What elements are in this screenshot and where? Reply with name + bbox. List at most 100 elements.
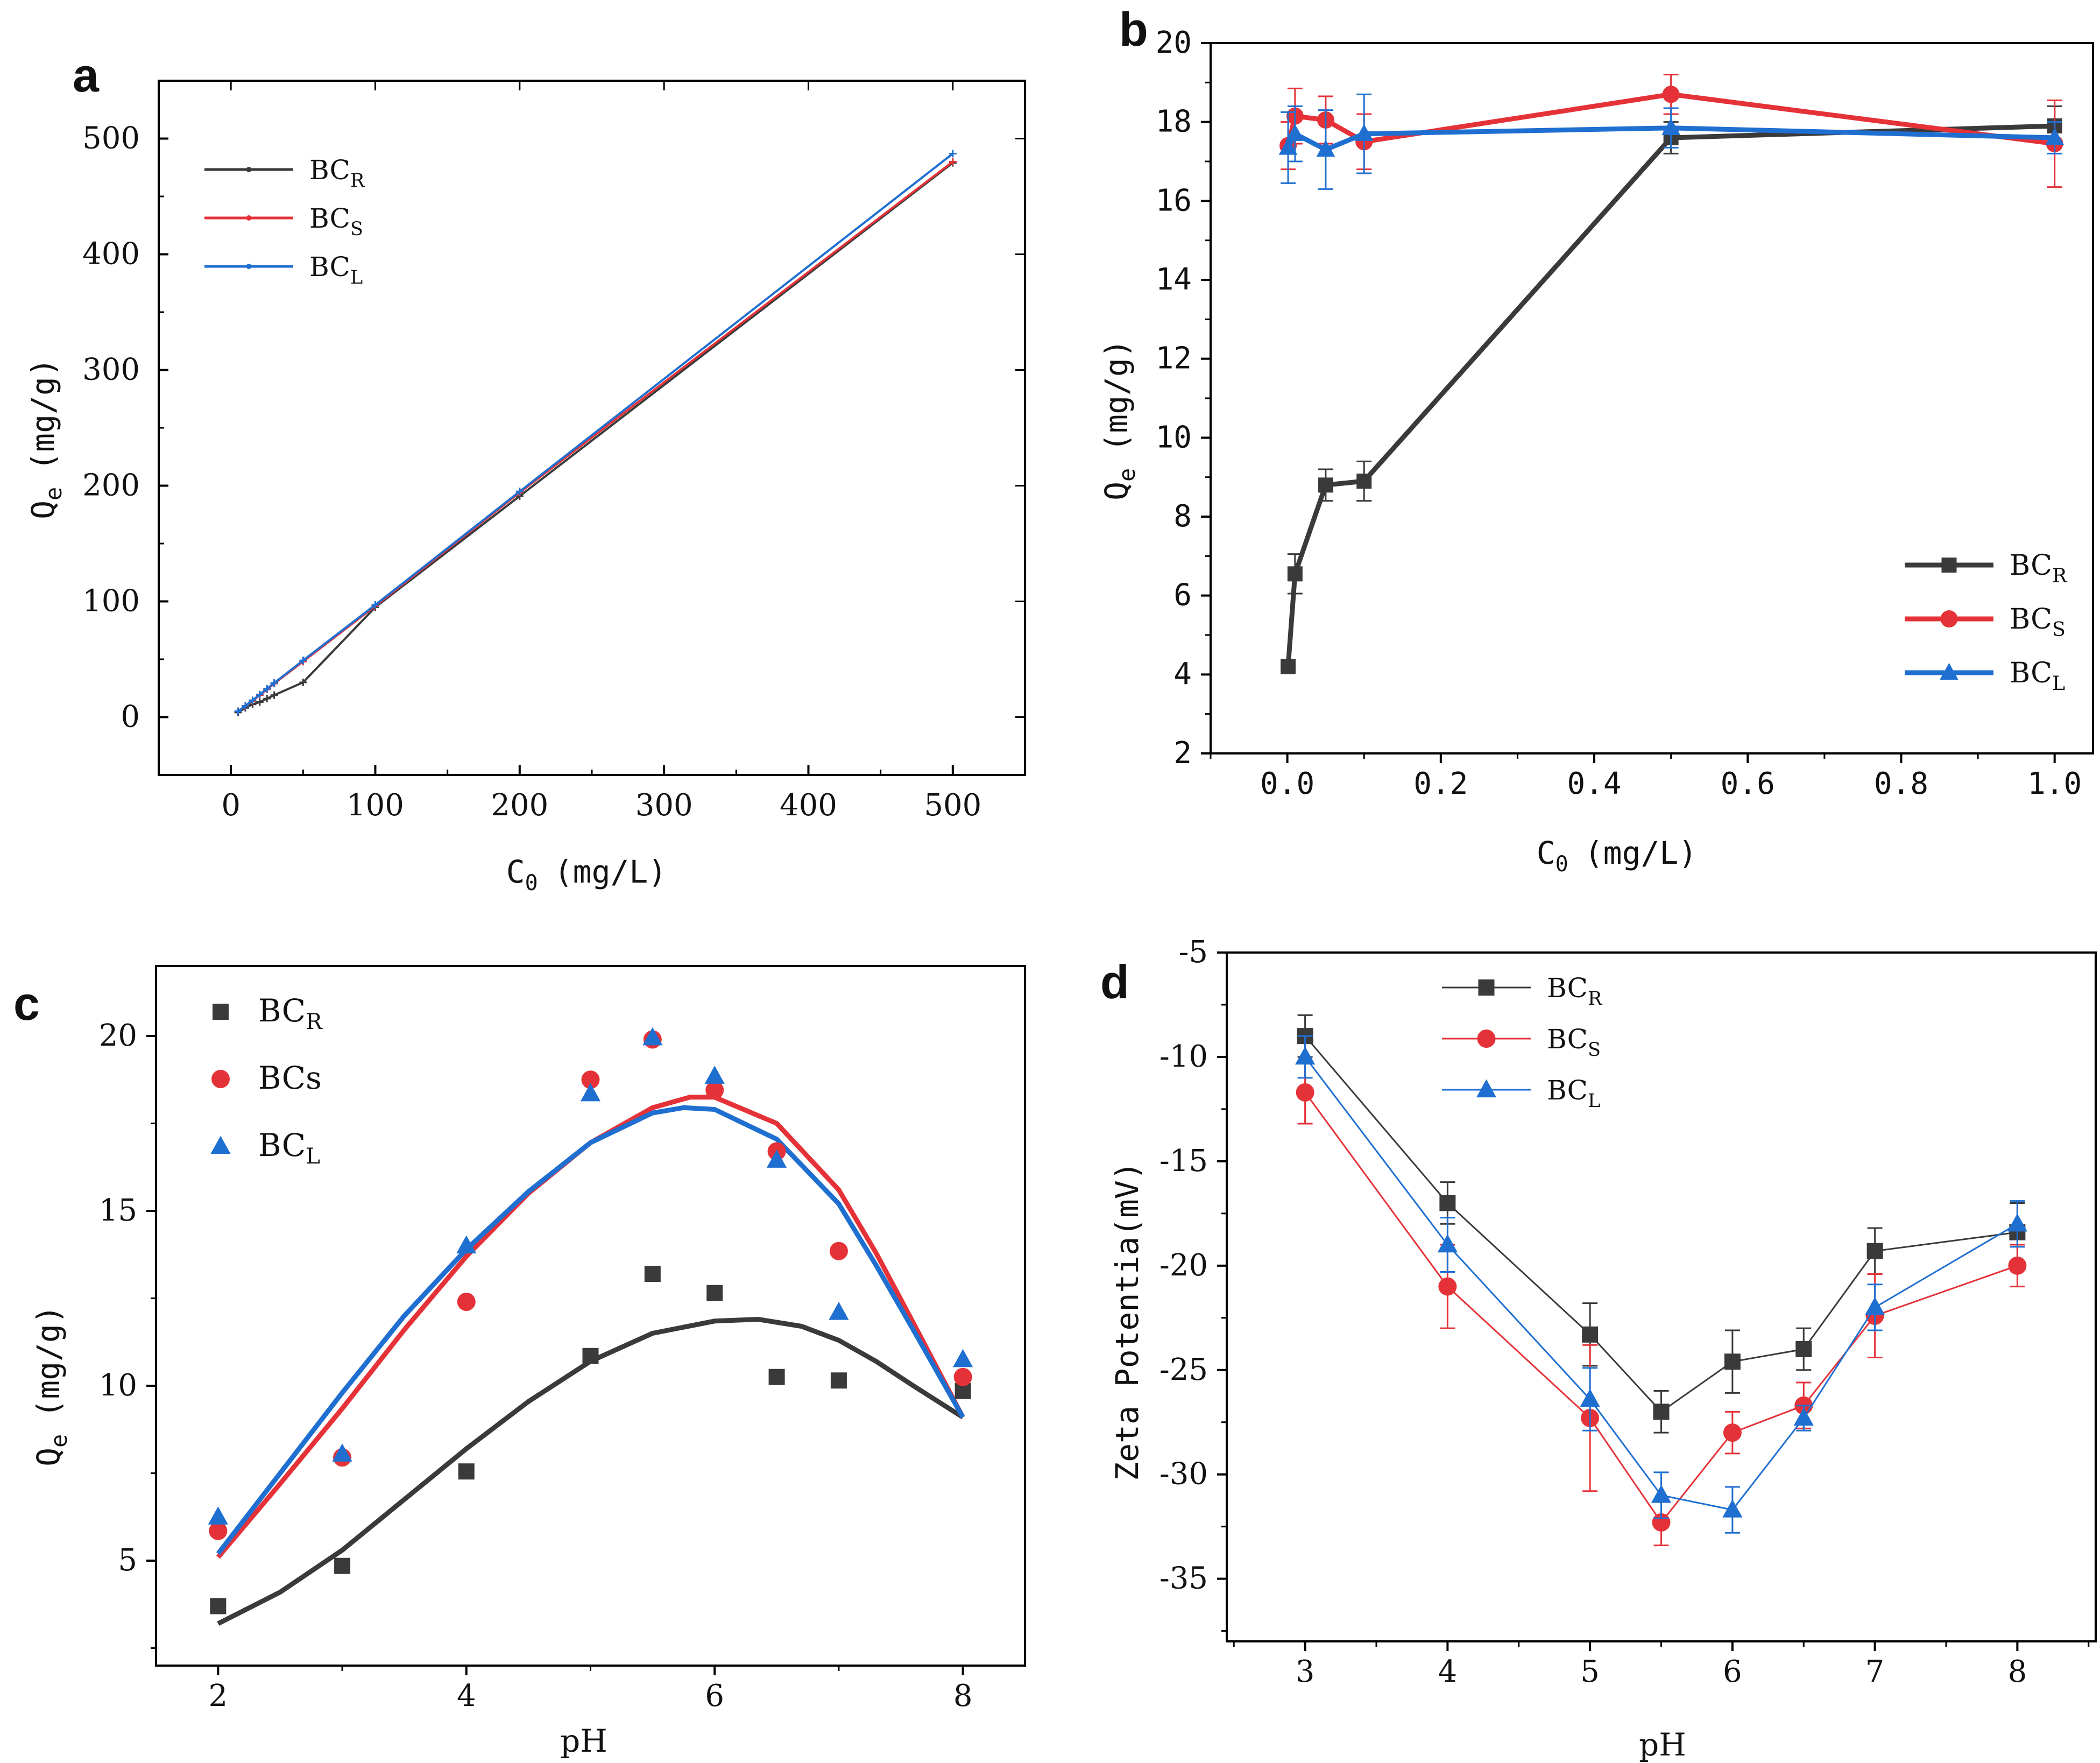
panel-d-point-L [1722,1499,1743,1518]
panel-d-xtick-label: 6 [1723,1654,1742,1689]
panel-c-ylabel: Qe (mg/g) [30,1305,72,1466]
panel-d-point-R [1795,1341,1812,1357]
panel-d-xlabel: pH [1639,1726,1686,1763]
panel-a-legend-sub: S [350,218,363,240]
panel-a-ylabel-sub: e [40,487,67,500]
panel-b-ytick-label: 12 [1156,341,1192,376]
panel-c-ylabel-sub: e [46,1434,72,1448]
panel-a-legend-base: BC [309,203,350,234]
panel-c-point-R [582,1348,599,1364]
panel-b-xlabel-main: C [1537,835,1555,871]
panel-c-point-R [458,1463,475,1480]
panel-d-ytick-label: -5 [1178,935,1208,970]
panel-a-ylabel: Qe (mg/g) [25,358,67,519]
panel-a-ylabel-main: Q [25,500,61,519]
panel-a-legend-label: BCL [309,251,363,288]
panel-c-fit-curve-R [217,1317,965,1626]
panel-b-ylabel-sub: e [1114,468,1140,482]
panel-c-legend-sub: L [306,1143,320,1169]
panel-b-xtick-label: 0.8 [1874,766,1928,801]
panel-d-point-R [1866,1243,1883,1259]
panel-c-point-L [456,1235,477,1254]
panel-d-point-L [1793,1407,1814,1426]
panel-b-legend-label: BCL [2010,657,2065,695]
panel-c-xtick-label: 6 [705,1679,724,1713]
panel-c-point-L [642,1027,663,1046]
panel-c-point-R [334,1557,351,1574]
panel-b-point-L [1285,124,1305,141]
panel-label-b: b [1119,3,1148,56]
panel-d-point-S [1438,1277,1457,1296]
panel-b-legend-sub: R [2052,564,2068,587]
panel-d-ytick-label: -15 [1159,1144,1208,1179]
panel-b-frame [1210,42,2094,754]
panel-a-xtick-label: 300 [635,788,693,823]
panel-c-series-S [209,1030,972,1540]
panel-c-point-S [705,1081,724,1099]
panel-b-ytick-label: 4 [1173,657,1192,692]
panel-b-line-R [1285,123,2055,667]
panel-a-legend-marker [246,167,252,172]
panel-b-legend-marker [1940,610,1958,627]
panel-c-ylabel-unit: (mg/g) [30,1305,67,1418]
panel-c-ytick-label: 10 [99,1368,137,1403]
panel-a-legend-base: BC [309,251,350,283]
panel-a-xlabel-main: C [506,854,525,890]
panel-b-ytick-label: 20 [1156,25,1192,60]
panel-a-xtick-label: 0 [221,788,241,823]
panel-c-point-S [953,1367,972,1386]
panel-d-point-L [1865,1296,1885,1315]
panel-d-line-S [1304,1092,2018,1524]
panel-d-point-R [1439,1195,1456,1211]
panel-b-point-S [1662,86,1680,103]
panel-a-ytick-label: 400 [82,237,140,272]
panel-c-point-R [644,1266,661,1282]
panel-b-xlabel: C0 (mg/L) [1537,835,1698,877]
panel-b-point-L [1354,124,1374,141]
panel-c-legend-base: BC [258,992,306,1029]
panel-c-xtick-label: 2 [209,1679,228,1713]
panel-d-xtick-label: 3 [1296,1654,1315,1689]
panel-d-ytick-label: -35 [1159,1561,1208,1596]
panel-d-point-S [1296,1083,1314,1102]
panel-d-line-L [1304,1056,2018,1511]
panel-c-point-S [581,1070,600,1089]
panel-b-ytick-label: 6 [1173,578,1192,613]
panel-d-legend-sub: R [1588,988,1603,1010]
panel-a-legend-label: BCS [309,203,363,240]
panel-d-ytick-label: -10 [1159,1039,1208,1074]
panel-b-xtick-label: 1.0 [2027,766,2082,801]
panel-c-xtick-label: 8 [953,1679,973,1713]
panel-d-point-S [1723,1423,1742,1442]
panel-c-xlabel: pH [560,1723,607,1759]
panel-d-legend-base: BC [1547,1024,1588,1055]
panel-b-point-R [1287,566,1303,582]
panel-b-ylabel: Qe (mg/g) [1098,339,1140,500]
panel-a-ylabel-unit: (mg/g) [25,358,61,471]
panel-label-d: d [1100,955,1129,1009]
panel-c-legend-label: BCR [258,992,323,1034]
panel-d-legend-label: BCR [1547,972,1603,1010]
panel-d-legend-marker [1477,1029,1496,1048]
panel-c-point-L [332,1443,352,1462]
panel-c-point-L [704,1066,725,1084]
panel-b-point-L [1278,138,1298,155]
panel-b-point-L [1661,118,1681,135]
panel-b-ytick-label: 16 [1156,183,1192,218]
panel-d-line-R [1304,1035,2018,1413]
panel-b-legend-label: BCR [2010,549,2068,587]
panel-b-xtick-label: 0.6 [1721,766,1775,801]
panel-c-point-S [209,1521,228,1540]
panel-d-legend-sub: S [1588,1039,1601,1061]
panel-c-legend-base: BCs [258,1060,322,1096]
panel-c-fit-curve-L [216,1105,965,1555]
panel-c-point-S [457,1293,476,1311]
panel-a-chart: 0 100 200 300 400 5000100200300400500BCRBCSBC… [82,80,1026,823]
panel-d-legend-marker [1476,1079,1497,1098]
panel-a-xlabel-unit: (mg/L) [554,854,667,890]
panel-c-point-L [208,1506,228,1525]
panel-d-legend-marker [1478,979,1495,996]
